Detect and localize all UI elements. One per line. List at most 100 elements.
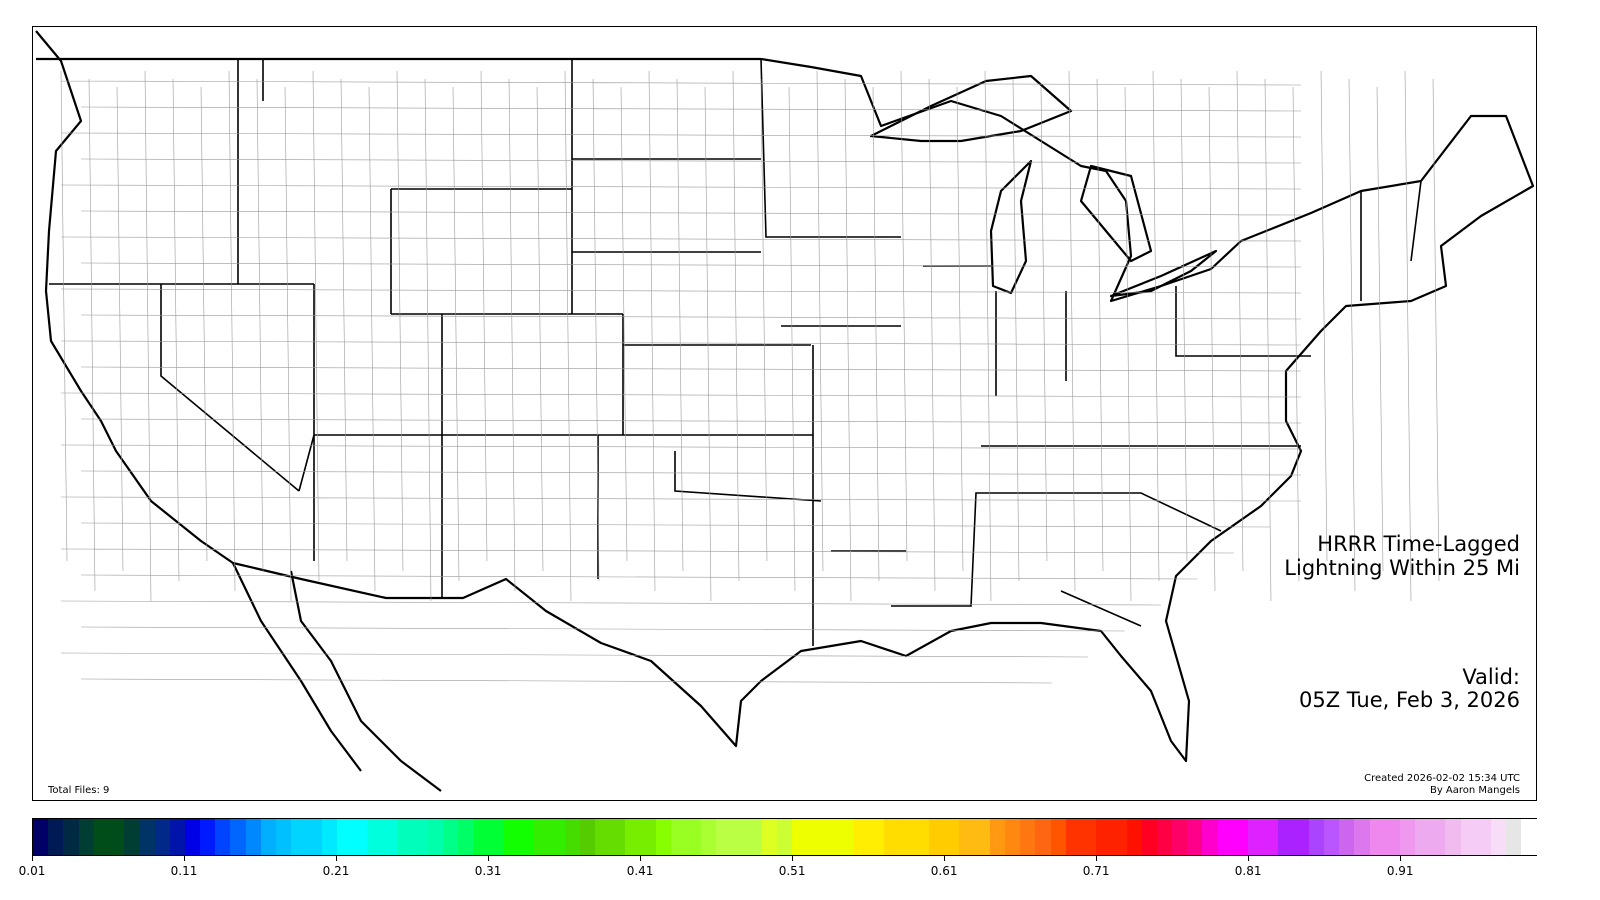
colorbar-bin [1111, 819, 1127, 855]
colorbar [32, 818, 1537, 856]
colorbar-bin [640, 819, 656, 855]
colorbar-tick [184, 856, 186, 861]
colorbar-bin [1065, 819, 1081, 855]
total-files: Total Files: 9 [48, 785, 110, 796]
colorbar-bin [1491, 819, 1507, 855]
lake-michigan [989, 159, 1033, 295]
colorbar-bin [473, 819, 489, 855]
colorbar-tick-label: 0.91 [1386, 864, 1414, 878]
lake-superior [869, 74, 1073, 143]
colorbar-bin [169, 819, 185, 855]
colorbar-bin [1521, 819, 1537, 855]
colorbar-bin [762, 819, 778, 855]
colorbar-bin [868, 819, 884, 855]
colorbar-bin [1172, 819, 1188, 855]
colorbar-bin [321, 819, 337, 855]
colorbar-bin [1005, 819, 1021, 855]
colorbar-bin [579, 819, 595, 855]
colorbar-bin [1202, 819, 1218, 855]
colorbar-bin [807, 819, 823, 855]
colorbar-bin [1369, 819, 1385, 855]
colorbar-tick [640, 856, 642, 861]
colorbar-bin [594, 819, 611, 855]
colorbar-bin [1293, 819, 1309, 855]
valid-label: Valid: [1462, 665, 1520, 689]
colorbar-bin [1156, 819, 1173, 855]
county-grid-lines [60, 70, 1440, 684]
colorbar-bin [1415, 819, 1431, 855]
colorbar-bin [564, 819, 580, 855]
colorbar-bin [412, 819, 428, 855]
colorbar-bin [1187, 819, 1203, 855]
colorbar-bin [1354, 819, 1370, 855]
colorbar-bin [1126, 819, 1142, 855]
colorbar-bin [33, 819, 49, 855]
colorbar-tick [336, 856, 338, 861]
colorbar-tick [488, 856, 490, 861]
colorbar-bin [276, 819, 292, 855]
colorbar-bin [777, 819, 793, 855]
colorbar-tick [792, 856, 794, 861]
colorbar-bin [351, 819, 368, 855]
colorbar-bin [822, 819, 838, 855]
state-borders [49, 58, 1422, 646]
colorbar-bin [154, 819, 170, 855]
map-panel: HRRR Time-Lagged Lightning Within 25 Mi … [32, 26, 1537, 801]
colorbar-bin [1248, 819, 1264, 855]
map-title-line2: Lightning Within 25 Mi [1284, 556, 1520, 580]
colorbar-bin [1096, 819, 1112, 855]
colorbar-tick-label: 0.31 [474, 864, 502, 878]
colorbar-tick-label: 0.51 [778, 864, 806, 878]
colorbar-bin [898, 819, 914, 855]
colorbar-bin [1217, 819, 1233, 855]
colorbar-bin [792, 819, 808, 855]
colorbar-bin [1384, 819, 1400, 855]
colorbar-bin [929, 819, 945, 855]
colorbar-bin [488, 819, 504, 855]
colorbar-bin [1263, 819, 1279, 855]
colorbar-bin [245, 819, 261, 855]
colorbar-bin [534, 819, 550, 855]
colorbar-bin [93, 819, 109, 855]
colorbar-tick-label: 0.61 [930, 864, 958, 878]
colorbar-bin [519, 819, 535, 855]
colorbar-bin [124, 819, 140, 855]
colorbar-bin [291, 819, 307, 855]
colorbar-tick-label: 0.01 [18, 864, 46, 878]
colorbar-bin [1506, 819, 1522, 855]
colorbar-tick-label: 0.21 [322, 864, 350, 878]
colorbar-tick-label: 0.41 [626, 864, 654, 878]
colorbar-bin [1141, 819, 1157, 855]
colorbar-bin [549, 819, 565, 855]
colorbar-bin [184, 819, 201, 855]
colorbar-bin [78, 819, 94, 855]
colorbar-bin [625, 819, 641, 855]
colorbar-bin [503, 819, 519, 855]
lake-huron [1079, 164, 1153, 263]
colorbar-bin [1430, 819, 1446, 855]
colorbar-bin [989, 819, 1005, 855]
colorbar-bin [913, 819, 930, 855]
colorbar-bin [1308, 819, 1324, 855]
colorbar-bin [1323, 819, 1340, 855]
colorbar-bin [306, 819, 322, 855]
colorbar-tick [1096, 856, 1098, 861]
colorbar-bin [974, 819, 990, 855]
colorbar-bin [443, 819, 459, 855]
colorbar-bin [336, 819, 352, 855]
colorbar-tick [944, 856, 946, 861]
colorbar-bin [139, 819, 155, 855]
colorbar-bin [382, 819, 398, 855]
created-timestamp: Created 2026-02-02 15:34 UTC [1364, 773, 1520, 784]
colorbar-bin [944, 819, 960, 855]
colorbar-bin [731, 819, 747, 855]
colorbar-tick-label: 0.11 [170, 864, 198, 878]
colorbar-tick [1248, 856, 1250, 861]
map-title-line1: HRRR Time-Lagged [1317, 532, 1520, 556]
colorbar-bin [458, 819, 474, 855]
colorbar-tick [1400, 856, 1402, 861]
colorbar-bin [397, 819, 413, 855]
colorbar-bin [1475, 819, 1491, 855]
colorbar-bin [215, 819, 231, 855]
colorbar-bin [1050, 819, 1066, 855]
